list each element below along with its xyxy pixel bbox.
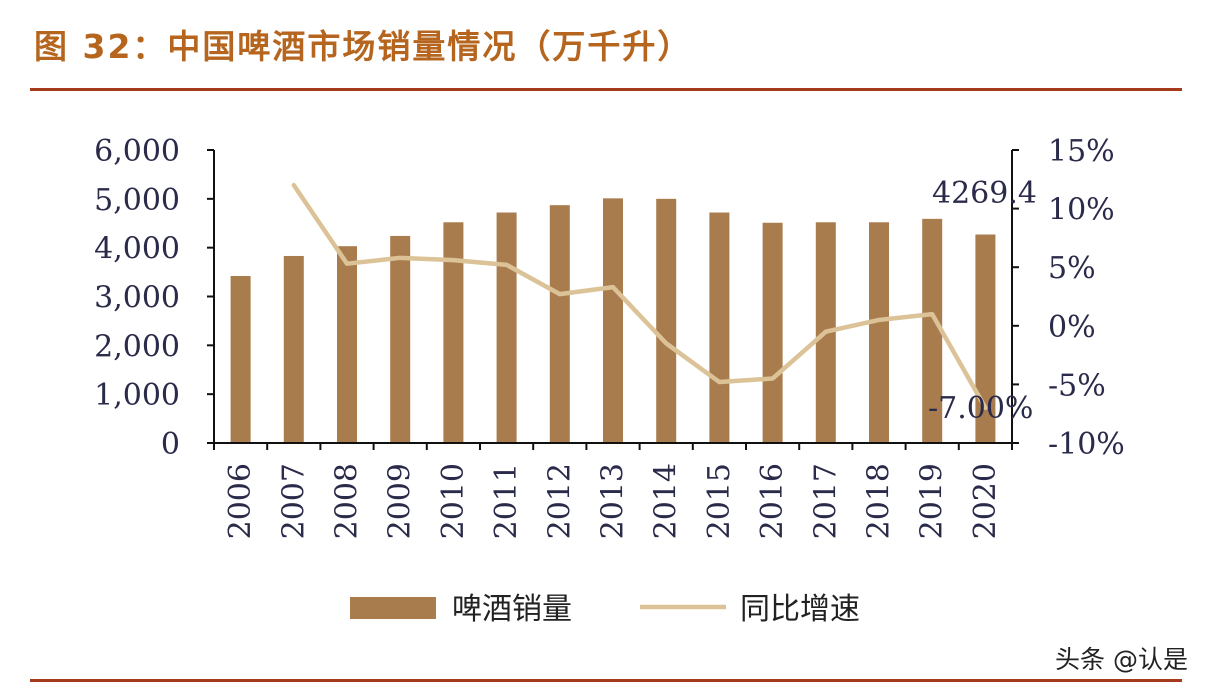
legend-label-growth: 同比增速 — [740, 592, 860, 627]
x-tick-label: 2018 — [862, 463, 897, 539]
y-left-tick-label: 6,000 — [94, 134, 180, 169]
bar-2013 — [603, 198, 623, 443]
y-left-tick-label: 2,000 — [94, 329, 180, 364]
line-series — [291, 182, 988, 411]
bar-2010 — [443, 222, 464, 443]
x-tick-label: 2009 — [383, 463, 418, 539]
chart-title: 图 32：中国啤酒市场销量情况（万千升） — [34, 27, 693, 66]
growth-line — [291, 182, 988, 411]
footer-divider — [30, 679, 1182, 682]
bar-2020 — [975, 234, 996, 443]
bar-2012 — [549, 205, 570, 443]
chart-axes — [207, 149, 1019, 450]
title-divider — [30, 88, 1182, 91]
x-tick-label: 2012 — [542, 463, 577, 539]
bar-2018 — [869, 222, 889, 443]
legend-swatch-bar — [350, 597, 436, 619]
legend-label-sales: 啤酒销量 — [452, 592, 572, 627]
x-tick-label: 2019 — [915, 463, 950, 539]
y-left-tick-label: 3,000 — [94, 281, 180, 316]
legend: 啤酒销量 同比增速 — [350, 592, 860, 627]
x-tick-label: 2016 — [755, 463, 790, 539]
x-tick-label: 2015 — [702, 463, 737, 539]
y-right-tick-label: 15% — [1048, 134, 1115, 169]
growth-2020-label: -7.00% — [928, 391, 1033, 426]
y-right-tick-label: 0% — [1048, 310, 1096, 345]
tick-labels: 0 1,000 2,000 3,000 4,000 5,000 6,000 -10% -5% 0%… — [94, 134, 1125, 539]
y-right-tick-label: -10% — [1048, 427, 1125, 462]
x-tick-label: 2017 — [808, 463, 843, 539]
y-right-tick-label: 5% — [1048, 251, 1096, 286]
x-tick-label: 2011 — [489, 463, 524, 539]
x-tick-label: 2007 — [276, 463, 311, 539]
x-tick-label: 2014 — [649, 463, 684, 539]
bar-2008 — [337, 246, 357, 443]
bar-2009 — [390, 235, 411, 443]
x-tick-label: 2013 — [596, 463, 631, 539]
bar-2015 — [709, 212, 730, 443]
x-tick-label: 2008 — [330, 463, 365, 539]
x-tick-label: 2006 — [223, 463, 258, 539]
y-left-tick-label: 5,000 — [94, 183, 180, 218]
watermark: 头条 @认是 — [1055, 645, 1188, 674]
bar-2007 — [283, 255, 304, 443]
annotations: 4269.4 -7.00% — [928, 176, 1037, 426]
y-right-tick-label: -5% — [1048, 368, 1106, 403]
bar-2019 — [922, 218, 943, 443]
y-left-tick-label: 4,000 — [94, 232, 180, 267]
y-left-tick-label: 0 — [161, 427, 180, 462]
bar-2006 — [230, 275, 251, 443]
y-left-tick-label: 1,000 — [94, 378, 180, 413]
y-right-tick-label: 10% — [1048, 193, 1115, 228]
bar-2011 — [496, 212, 517, 443]
bar-2014 — [656, 198, 677, 443]
bar-2016 — [762, 222, 783, 443]
x-tick-label: 2010 — [436, 463, 471, 539]
sales-2020-label: 4269.4 — [932, 176, 1037, 211]
x-tick-label: 2020 — [968, 463, 1003, 539]
